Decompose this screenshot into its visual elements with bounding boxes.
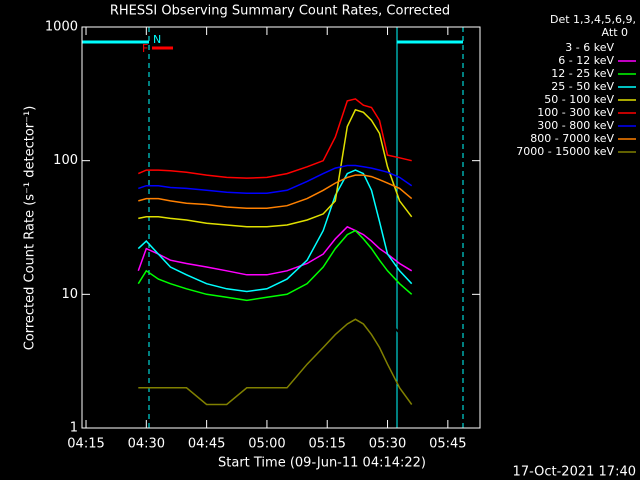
series-line xyxy=(137,229,413,302)
series-line xyxy=(137,225,413,276)
y-tick-label: 1000 xyxy=(45,20,78,35)
footer: 17-Oct-2021 17:40 xyxy=(513,465,636,480)
legend-label: 800 - 7000 keV xyxy=(530,132,614,145)
legend-label: 7000 - 15000 keV xyxy=(516,145,614,158)
legend-label: 12 - 25 keV xyxy=(551,67,614,80)
legend-label: 50 - 100 keV xyxy=(544,93,614,106)
x-tick-label: 05:30 xyxy=(369,437,406,452)
annotation: F xyxy=(142,42,148,55)
series-line xyxy=(137,98,412,179)
series-line xyxy=(138,174,413,210)
series-line xyxy=(138,108,413,228)
x-tick-label: 05:15 xyxy=(308,437,345,452)
series-line xyxy=(138,318,413,406)
legend-label: 25 - 50 keV xyxy=(551,80,614,93)
legend-title: Det 1,3,4,5,6,9, xyxy=(550,13,636,26)
series-line xyxy=(137,169,413,293)
x-tick-label: 04:15 xyxy=(67,437,104,452)
y-tick-label: 100 xyxy=(53,153,78,168)
legend-title: Att 0 xyxy=(602,26,628,39)
series-line xyxy=(138,164,413,195)
legend-label: 300 - 800 keV xyxy=(537,119,614,132)
x-tick-label: 04:30 xyxy=(128,437,165,452)
plot-frame xyxy=(81,26,481,429)
x-tick-label: 05:00 xyxy=(248,437,285,452)
chart-title: RHESSI Observing Summary Count Rates, Co… xyxy=(110,4,450,19)
x-tick-label: 04:45 xyxy=(188,437,225,452)
y-tick-label: 1 xyxy=(70,421,78,436)
legend-label: 3 - 6 keV xyxy=(565,41,614,54)
y-axis-label: Corrected Count Rate (s⁻¹ detector⁻¹) xyxy=(23,106,38,351)
annotation: N xyxy=(153,33,161,46)
legend-label: 6 - 12 keV xyxy=(558,54,614,67)
y-tick-label: 10 xyxy=(61,287,78,302)
x-tick-label: 05:45 xyxy=(429,437,466,452)
legend-label: 100 - 300 keV xyxy=(537,106,614,119)
decorations xyxy=(82,27,464,428)
series-line xyxy=(137,278,413,349)
x-axis-label: Start Time (09-Jun-11 04:14:22) xyxy=(218,456,426,471)
